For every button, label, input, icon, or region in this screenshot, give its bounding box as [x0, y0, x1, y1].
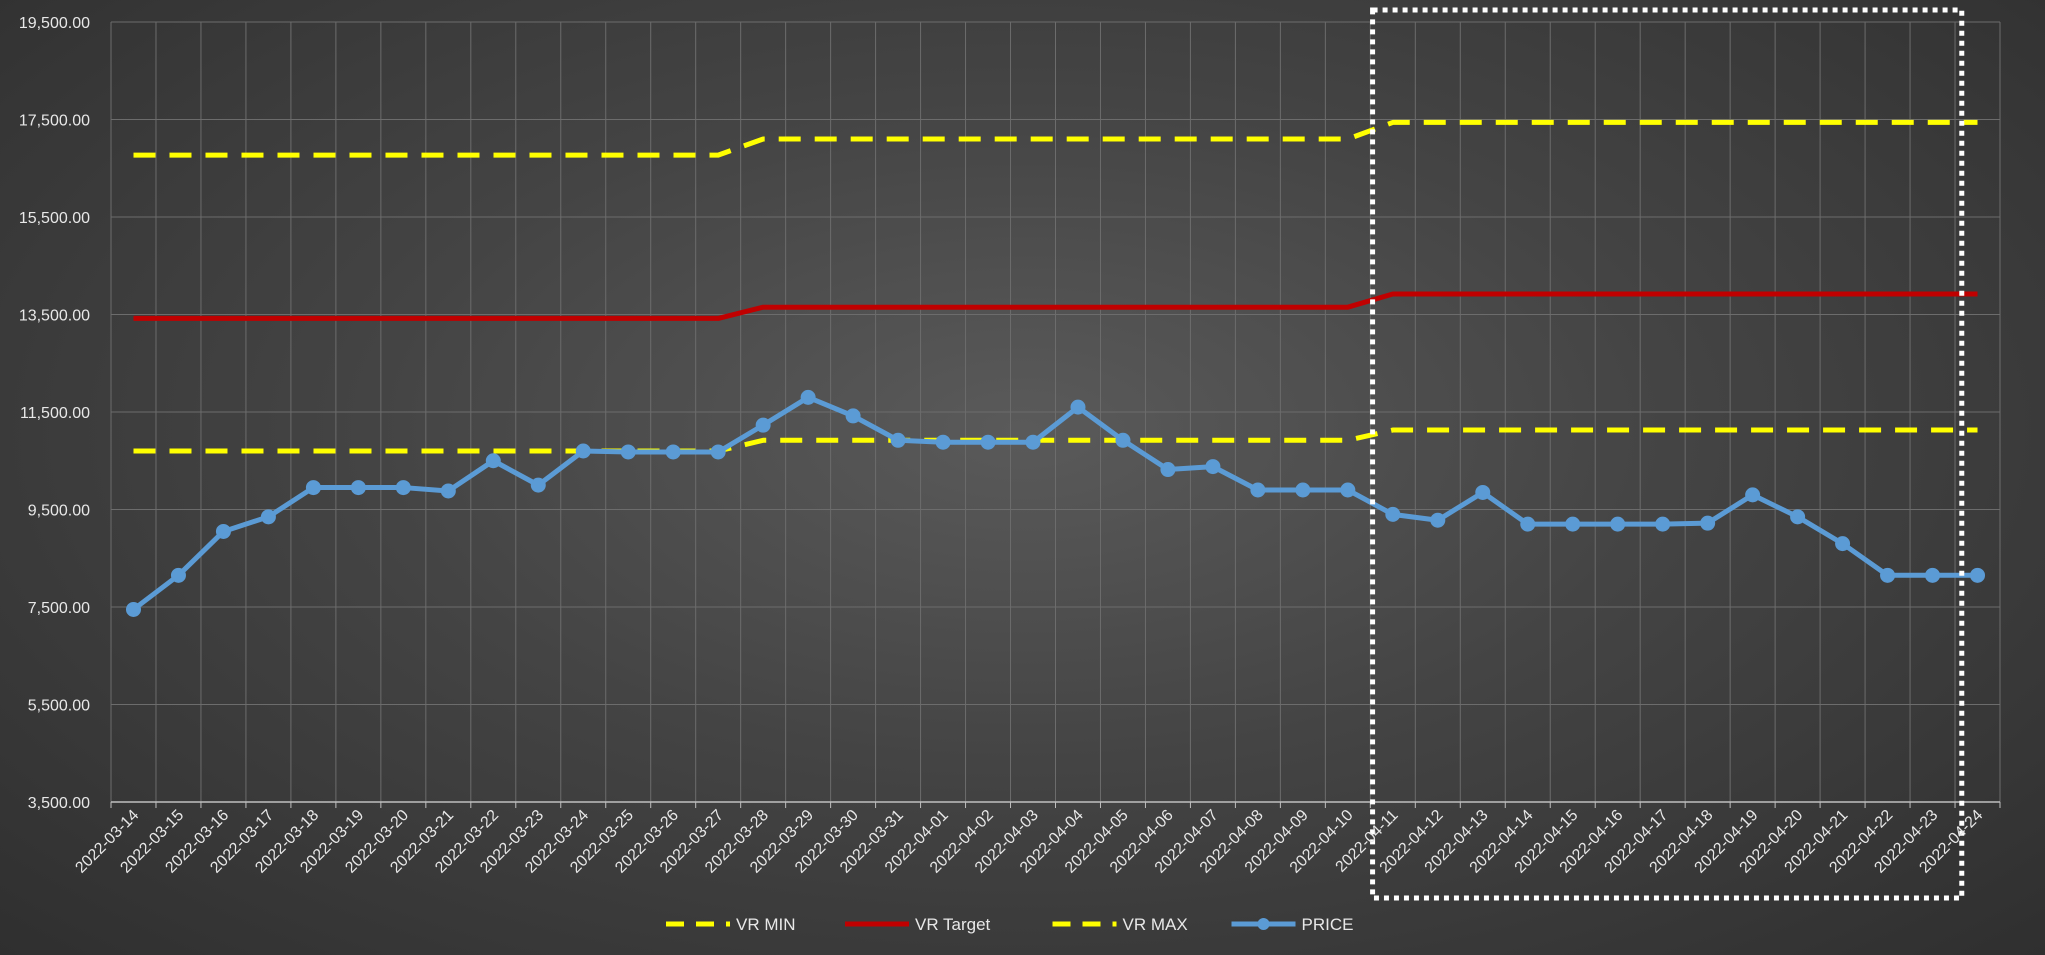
price-point: [980, 434, 996, 450]
price-point: [665, 444, 681, 460]
legend-label-vr-min: VR MIN: [736, 915, 796, 934]
y-tick-label: 15,500.00: [19, 210, 90, 227]
y-tick-label: 7,500.00: [28, 600, 90, 617]
series-line-vr-target: [133, 291, 1978, 321]
price-point: [530, 477, 546, 493]
y-tick-label: 17,500.00: [19, 113, 90, 130]
legend: VR MIN VR Target VR MAX PRICE: [666, 915, 1353, 934]
price-point: [710, 444, 726, 460]
price-point: [305, 480, 321, 496]
price-point: [1835, 536, 1851, 552]
y-tick-label: 19,500.00: [19, 15, 90, 32]
price-point: [125, 601, 141, 617]
price-point: [1250, 482, 1266, 498]
price-point: [260, 509, 276, 525]
axes: [110, 801, 2001, 808]
highlight-box: [1370, 7, 1965, 901]
y-tick-label: 9,500.00: [28, 503, 90, 520]
price-point: [1880, 567, 1896, 583]
price-point: [1700, 515, 1716, 531]
price-point: [1925, 567, 1941, 583]
price-point: [215, 523, 231, 539]
price-point: [1745, 487, 1761, 503]
y-tick-label: 13,500.00: [19, 308, 90, 325]
highlight-rectangle: [1370, 7, 1965, 901]
price-point: [1205, 459, 1221, 475]
price-point: [1610, 516, 1626, 532]
price-point: [440, 483, 456, 499]
y-tick-label: 3,500.00: [28, 795, 90, 812]
legend-label-vr-target: VR Target: [915, 915, 991, 934]
price-point: [1655, 516, 1671, 532]
legend-label-vr-max: VR MAX: [1123, 915, 1188, 934]
price-point: [1430, 512, 1446, 528]
price-point: [935, 434, 951, 450]
price-point: [1295, 482, 1311, 498]
price-point: [1520, 516, 1536, 532]
price-point: [395, 480, 411, 496]
series-line-vr-min: [133, 427, 1978, 454]
price-point: [1070, 399, 1086, 415]
price-point: [1565, 516, 1581, 532]
price-point: [1340, 482, 1356, 498]
price-point: [620, 444, 636, 460]
price-point: [170, 567, 186, 583]
price-point: [1385, 506, 1401, 522]
series-line-vr-max: [133, 119, 1978, 158]
price-point: [755, 417, 771, 433]
price-point: [575, 443, 591, 459]
tick-labels: 3,500.00 5,500.00 7,500.00 9,500.00 11,500.0…: [19, 15, 1987, 877]
legend-marker-price: [1257, 918, 1270, 930]
price-point: [1790, 509, 1806, 525]
y-tick-label: 11,500.00: [20, 405, 90, 422]
legend-label-price: PRICE: [1302, 915, 1354, 934]
price-point: [1970, 567, 1986, 583]
price-point: [485, 453, 501, 469]
series-layer: [125, 119, 1986, 617]
price-point: [1115, 432, 1131, 448]
gridlines: [110, 21, 2001, 803]
price-point: [1025, 434, 1041, 450]
price-point: [800, 389, 816, 405]
price-point: [1160, 462, 1176, 478]
price-point: [350, 480, 366, 496]
price-point: [1475, 484, 1491, 500]
y-tick-label: 5,500.00: [28, 698, 90, 715]
price-point: [845, 408, 861, 424]
price-point: [890, 432, 906, 448]
